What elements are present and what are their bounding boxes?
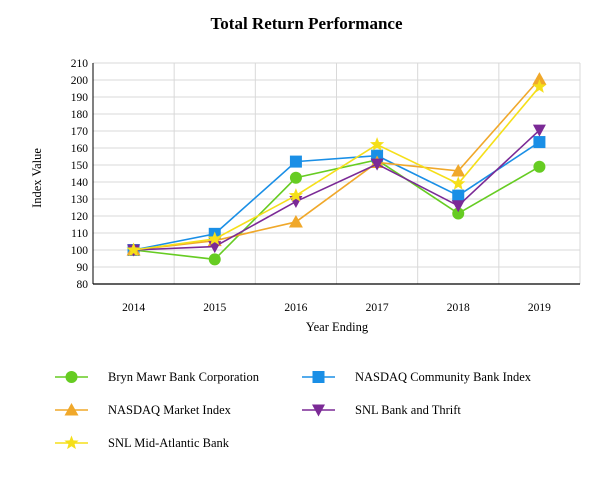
legend-marker [312, 371, 325, 383]
y-tick-label: 80 [77, 279, 89, 291]
y-tick-label: 150 [71, 160, 89, 172]
y-tick-label: 210 [71, 58, 89, 70]
series-group [126, 72, 547, 266]
data-point [533, 160, 546, 173]
series-line [133, 129, 540, 251]
series-line [133, 78, 541, 251]
y-tick-label: 90 [77, 262, 89, 274]
data-point [208, 253, 221, 266]
x-tick-labels: 2014 2015 2016 2017 2018 2019 [122, 302, 551, 314]
data-point [533, 136, 546, 149]
data-point [289, 171, 302, 184]
x-tick-label: 2015 [203, 302, 226, 314]
data-point [532, 124, 546, 137]
y-tick-label: 140 [71, 177, 89, 189]
y-tick-labels: 80 90 100 110 120 130 140 150 160 170 180 190 200 210 [71, 58, 89, 291]
x-axis-label: Year Ending [306, 320, 369, 334]
y-tick-label: 100 [71, 245, 89, 257]
legend-label: SNL Mid-Atlantic Bank [108, 436, 230, 450]
series-line [133, 86, 541, 251]
data-point [452, 207, 465, 220]
data-point [288, 188, 304, 202]
legend-marker [312, 404, 325, 417]
legend-label: NASDAQ Market Index [108, 403, 232, 417]
data-point [451, 200, 465, 213]
x-tick-label: 2019 [528, 302, 551, 314]
y-tick-label: 180 [71, 109, 89, 121]
data-point [370, 158, 384, 171]
data-point [288, 214, 303, 228]
series-line [133, 159, 540, 261]
y-tick-label: 120 [71, 211, 89, 223]
legend-item: SNL Bank and Thrift [302, 403, 461, 417]
data-point [289, 155, 302, 168]
data-point [207, 231, 222, 246]
y-tick-label: 130 [71, 194, 89, 206]
legend-marker [65, 371, 78, 383]
y-tick-label: 170 [71, 126, 89, 138]
x-tick-label: 2017 [366, 302, 389, 314]
legend: Bryn Mawr Bank Corporation NASDAQ Communi… [55, 370, 532, 450]
legend-label: Bryn Mawr Bank Corporation [108, 370, 260, 384]
data-point [369, 137, 385, 151]
legend-item: NASDAQ Market Index [55, 403, 232, 417]
data-point [451, 176, 466, 190]
y-tick-label: 160 [71, 143, 89, 155]
y-tick-label: 200 [71, 75, 89, 87]
legend-label: NASDAQ Community Bank Index [355, 370, 532, 384]
legend-marker [64, 435, 79, 450]
legend-item: SNL Mid-Atlantic Bank [55, 435, 230, 450]
data-point [452, 189, 465, 202]
data-point [451, 163, 466, 177]
legend-item: NASDAQ Community Bank Index [302, 370, 532, 384]
y-tick-label: 190 [71, 92, 89, 104]
legend-marker [64, 403, 79, 416]
chart-title: Total Return Performance [210, 14, 403, 33]
x-tick-label: 2016 [284, 302, 307, 314]
x-tick-label: 2018 [447, 302, 470, 314]
legend-label: SNL Bank and Thrift [355, 403, 461, 417]
series-4 [126, 79, 547, 257]
series-line [133, 141, 540, 251]
grid [92, 62, 581, 285]
axes [92, 63, 580, 285]
y-axis-label: Index Value [30, 148, 44, 208]
y-tick-label: 110 [71, 228, 88, 240]
x-tick-label: 2014 [122, 302, 145, 314]
data-point [126, 242, 141, 257]
legend-item: Bryn Mawr Bank Corporation [55, 370, 260, 384]
data-point [532, 72, 547, 85]
data-point [532, 79, 547, 93]
